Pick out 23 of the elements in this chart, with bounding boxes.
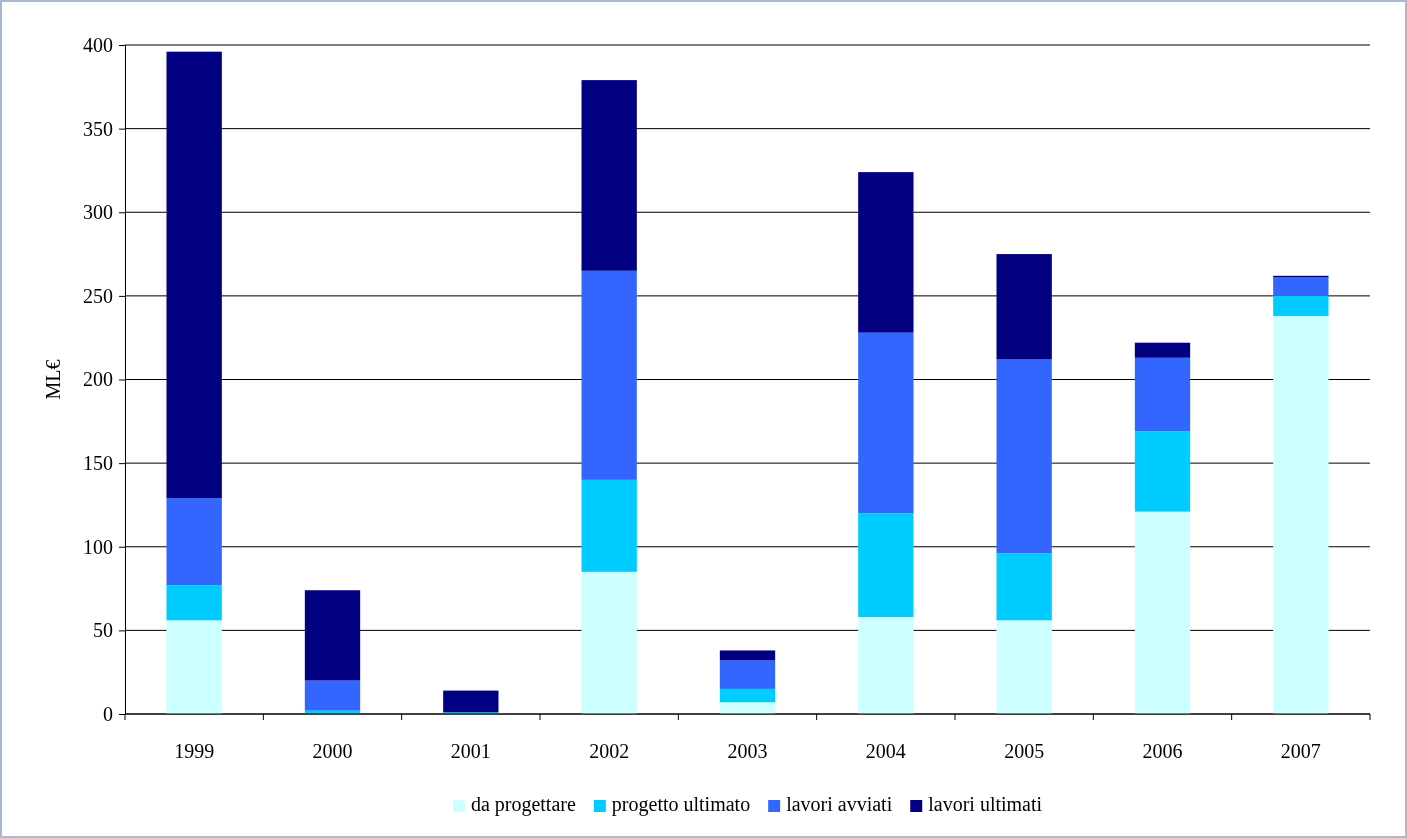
y-tick-label: 0: [103, 702, 113, 725]
x-tick-label: 2004: [865, 740, 906, 762]
legend-label: da progettare: [470, 793, 576, 816]
legend-label: lavori avviati: [786, 793, 893, 815]
x-tick-label: 2002: [589, 740, 630, 762]
x-tick-label: 2005: [1004, 740, 1045, 762]
legend-label: progetto ultimato: [611, 793, 751, 816]
y-tick-label: 50: [93, 619, 113, 642]
y-tick-label: 150: [83, 452, 113, 475]
y-tick-label: 100: [83, 535, 113, 558]
x-tick-label: 2007: [1280, 740, 1321, 762]
x-tick-label: 2000: [312, 740, 353, 762]
x-tick-label: 2001: [450, 740, 491, 762]
x-tick-label: 1999: [174, 740, 215, 762]
legend-label: lavori ultimati: [928, 793, 1043, 815]
y-tick-label: 400: [83, 33, 113, 56]
y-tick-label: 350: [83, 117, 113, 140]
y-tick-label: 200: [83, 368, 113, 391]
x-tick-label: 2006: [1142, 740, 1183, 762]
y-axis-title: ML€: [42, 359, 64, 400]
y-tick-label: 250: [83, 284, 113, 307]
y-tick-label: 300: [83, 201, 113, 224]
x-tick-label: 2003: [727, 740, 768, 762]
